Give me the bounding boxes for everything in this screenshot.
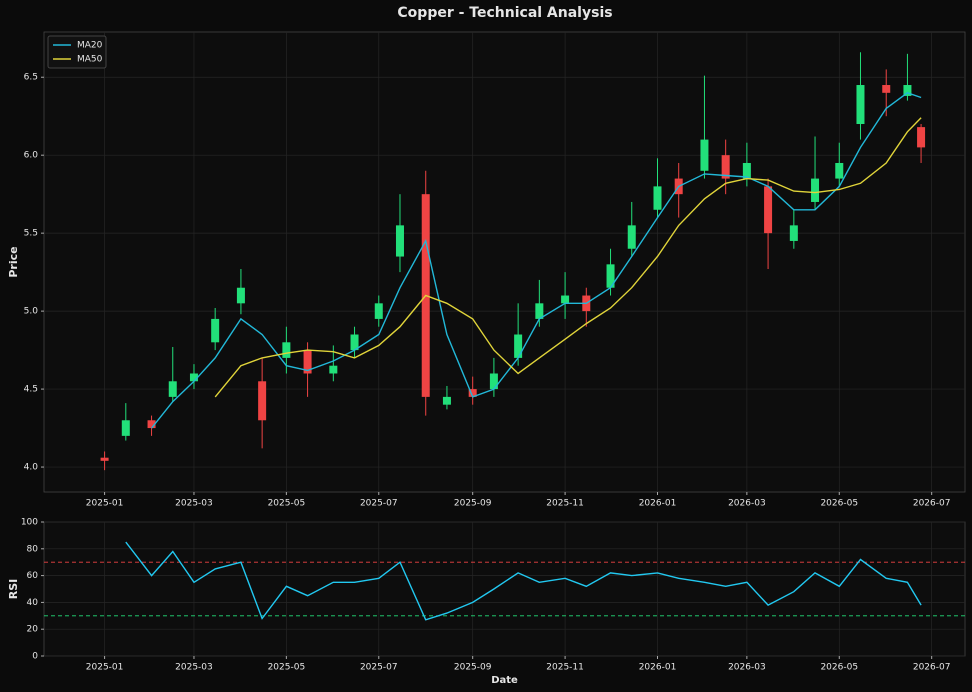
legend-label: MA20 (77, 41, 103, 51)
x-tick-label: 2026-03 (728, 499, 766, 509)
candle-body (395, 225, 404, 257)
y-tick-label: 6.5 (24, 73, 38, 83)
x-tick-label: 2025-11 (546, 663, 584, 673)
x-tick-label: 2026-07 (913, 499, 951, 509)
y-tick-label: 0 (32, 652, 38, 662)
candle-body (882, 85, 891, 93)
candle-body (189, 373, 198, 382)
candle-body (561, 295, 570, 304)
x-tick-label: 2025-07 (360, 663, 398, 673)
x-tick-label: 2026-01 (639, 499, 677, 509)
candle-body (329, 365, 338, 374)
candle-body (903, 85, 912, 96)
candle-body (700, 139, 709, 171)
candle-body (653, 186, 662, 210)
candle-body (236, 287, 245, 304)
candle-body (535, 303, 544, 319)
x-tick-label: 2026-05 (820, 663, 858, 673)
candle-body (514, 334, 523, 358)
y-tick-label: 20 (27, 625, 39, 635)
candle-body (442, 396, 451, 405)
candle-body (303, 350, 312, 374)
x-tick-label: 2025-03 (175, 499, 213, 509)
candle-body (100, 457, 109, 461)
candle-body (917, 127, 926, 148)
candle-body (121, 420, 130, 436)
candle-body (282, 342, 291, 358)
candle-body (147, 420, 156, 429)
x-tick-label: 2025-01 (86, 499, 124, 509)
x-tick-label: 2025-11 (546, 499, 584, 509)
plot-area (43, 521, 966, 657)
candle-body (721, 155, 730, 179)
y-tick-label: 100 (21, 518, 38, 528)
plot-area (43, 31, 966, 493)
candle-body (811, 178, 820, 202)
candle-body (627, 225, 636, 249)
candle-body (789, 225, 798, 241)
x-tick-label: 2026-07 (913, 663, 951, 673)
chart-title: Copper - Technical Analysis (397, 5, 612, 21)
candle-body (489, 373, 498, 390)
candle-body (374, 303, 383, 319)
x-tick-label: 2025-09 (454, 663, 492, 673)
candle-body (835, 162, 844, 179)
y-axis-label: RSI (7, 579, 20, 600)
candle-body (856, 85, 865, 124)
y-tick-label: 60 (27, 571, 39, 581)
y-tick-label: 4.5 (24, 385, 38, 395)
legend-box (47, 35, 107, 69)
y-tick-label: 4.0 (24, 463, 39, 473)
x-tick-label: 2025-07 (360, 499, 398, 509)
y-tick-label: 6.0 (24, 151, 39, 161)
x-tick-label: 2026-05 (820, 499, 858, 509)
x-tick-label: 2025-05 (268, 663, 306, 673)
y-tick-label: 40 (27, 598, 39, 608)
y-tick-label: 80 (27, 544, 39, 554)
legend-label: MA50 (77, 55, 103, 65)
x-tick-label: 2026-03 (728, 663, 766, 673)
series-line (214, 117, 922, 398)
candle-body (764, 186, 773, 234)
x-tick-label: 2025-03 (175, 663, 213, 673)
x-tick-label: 2025-05 (268, 499, 306, 509)
y-tick-label: 5.0 (24, 307, 39, 317)
x-tick-label: 2025-09 (454, 499, 492, 509)
x-tick-label: 2026-01 (639, 663, 677, 673)
candle-body (350, 334, 359, 351)
series-line (125, 541, 922, 621)
candle-body (468, 389, 477, 397)
y-tick-label: 5.5 (24, 229, 38, 239)
candle-body (258, 381, 267, 421)
candle-body (168, 381, 177, 397)
candle-body (606, 264, 615, 288)
candle-body (211, 318, 220, 343)
x-axis-label: Date (491, 675, 518, 686)
y-axis-label: Price (7, 246, 20, 277)
x-tick-label: 2025-01 (86, 663, 124, 673)
candle-body (742, 162, 751, 179)
